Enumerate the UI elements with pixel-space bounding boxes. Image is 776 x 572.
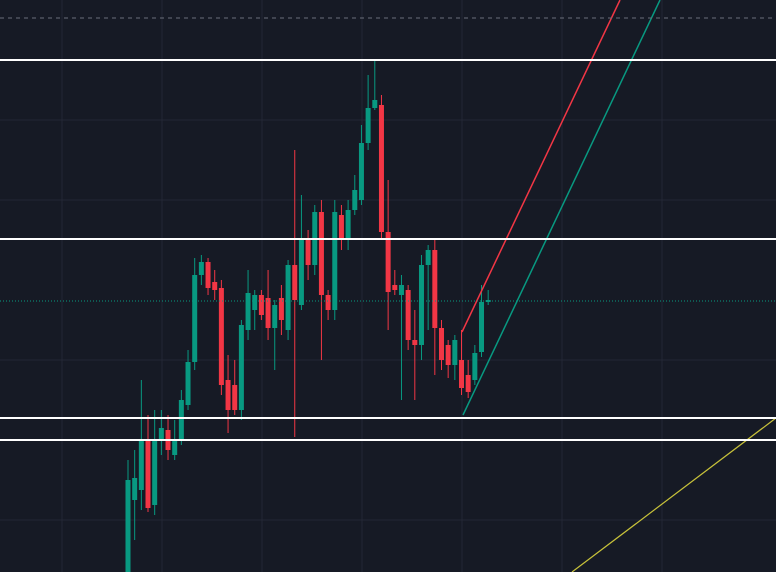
candle-body [285, 265, 291, 330]
candle-body [445, 345, 451, 365]
candle-body [212, 282, 218, 290]
candle-body [325, 295, 331, 310]
candle-body [438, 328, 444, 360]
trend-line [571, 417, 776, 572]
candles [125, 60, 491, 572]
candle-body [338, 215, 344, 240]
candle-body [278, 298, 284, 320]
candle-body [132, 478, 138, 500]
candle-body [198, 262, 204, 275]
candle-body [232, 385, 238, 410]
candle-body [178, 400, 184, 440]
candle-body [432, 250, 438, 328]
candle-body [192, 275, 198, 362]
candle-body [459, 360, 464, 388]
candle-body [185, 362, 191, 405]
candle-body [418, 265, 424, 345]
trend-line [461, 0, 621, 333]
candle-body [218, 288, 224, 385]
candle-body [292, 265, 298, 300]
candle-body [392, 285, 398, 290]
candle-body [265, 298, 271, 328]
candle-body [305, 240, 311, 265]
candle-body [385, 232, 391, 292]
candle-body [172, 440, 178, 455]
candle-body [365, 108, 371, 143]
candle-body [258, 295, 264, 315]
candle-body [352, 190, 358, 210]
candle-body [138, 440, 144, 490]
candle-body [452, 340, 458, 365]
candle-body [158, 428, 164, 440]
candle-body [332, 212, 338, 310]
candle-body [378, 105, 384, 232]
candle-body [345, 210, 351, 240]
candle-body [398, 285, 404, 295]
candle-body [465, 375, 471, 392]
candle-body [372, 100, 378, 108]
candle-body [425, 250, 431, 265]
candle-body [298, 240, 304, 305]
candle-body [252, 295, 258, 310]
candle-body [358, 143, 364, 200]
candle-body [205, 262, 211, 288]
candle-body [238, 325, 244, 410]
candle-body [225, 380, 231, 410]
candle-body [412, 340, 418, 345]
candle-body [152, 440, 158, 505]
candle-body [145, 440, 151, 508]
candle-body [405, 290, 411, 340]
candle-body [318, 212, 324, 295]
candle-body [485, 300, 491, 302]
candle-body [125, 480, 131, 572]
trend-line [462, 0, 661, 416]
candle-body [472, 353, 478, 380]
candle-body [245, 293, 251, 330]
candle-body [479, 302, 485, 352]
candle-body [272, 305, 278, 328]
